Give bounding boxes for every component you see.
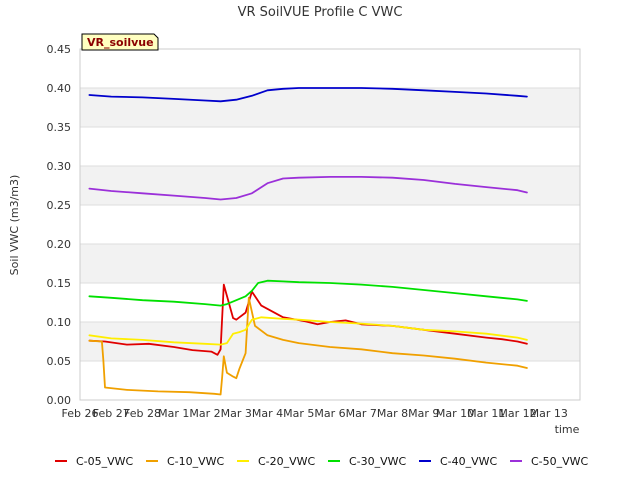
badge-box: [81, 33, 159, 51]
plot-band: [80, 283, 580, 322]
legend: C-05_VWC C-10_VWC C-20_VWC C-30_VWC C-40_VWC…: [55, 455, 589, 468]
plot-band: [80, 127, 580, 166]
y-tick-label: 0.25: [47, 199, 72, 212]
y-tick-label: 0.30: [47, 160, 72, 173]
chart-title: VR SoilVUE Profile C VWC: [238, 5, 403, 20]
badge: VR_soilvue: [81, 33, 159, 51]
y-tick-label: 0.20: [47, 238, 72, 251]
x-tick-label: Mar 1: [158, 407, 189, 420]
series-line-c-50-vwc: [88, 175, 528, 201]
plot-background: [80, 49, 580, 400]
x-tick-label: Mar 9: [408, 407, 439, 420]
legend-label: C-50_VWC: [531, 455, 589, 468]
x-axis-label: time: [555, 423, 580, 436]
x-tick-label: Mar 11: [467, 407, 505, 420]
x-tick-label: Feb 26: [62, 407, 99, 420]
x-tick-label: Mar 8: [377, 407, 408, 420]
y-tick-labels: 0.00 0.05 0.10 0.15 0.20 0.25 0.30 0.35 0.40 0.45: [47, 43, 72, 407]
legend-label: C-30_VWC: [349, 455, 407, 468]
x-tick-label: Mar 3: [221, 407, 252, 420]
y-tick-label: 0.00: [47, 394, 72, 407]
x-tick-label: Mar 4: [252, 407, 283, 420]
y-tick-label: 0.05: [47, 355, 72, 368]
x-tick-label: Mar 6: [314, 407, 345, 420]
legend-label: C-10_VWC: [167, 455, 225, 468]
y-tick-label: 0.45: [47, 43, 72, 56]
legend-label: C-20_VWC: [258, 455, 316, 468]
x-tick-label: Mar 13: [530, 407, 568, 420]
series-line-c-40-vwc: [88, 87, 528, 103]
plot-band: [80, 361, 580, 400]
x-tick-label: Mar 12: [498, 407, 536, 420]
y-tick-label: 0.35: [47, 121, 72, 134]
badge-label: VR_soilvue: [87, 36, 154, 49]
x-tick-label: Mar 5: [283, 407, 314, 420]
series-line-c-10-vwc: [88, 296, 528, 396]
plot-band: [80, 49, 580, 88]
legend-label: C-05_VWC: [76, 455, 134, 468]
y-tick-label: 0.40: [47, 82, 72, 95]
plot-band: [80, 244, 580, 283]
x-tick-label: Mar 7: [346, 407, 377, 420]
y-tick-label: 0.10: [47, 316, 72, 329]
y-axis-label: Soil VWC (m3/m3): [8, 175, 21, 276]
plot-band: [80, 166, 580, 205]
series-line-c-20-vwc: [88, 316, 528, 346]
plot-band: [80, 88, 580, 127]
x-tick-label: Feb 27: [93, 407, 130, 420]
series-line-c-30-vwc: [88, 279, 528, 307]
series-group: [88, 87, 528, 396]
legend-label: C-40_VWC: [440, 455, 498, 468]
x-tick-label: Mar 2: [189, 407, 220, 420]
plot-band: [80, 205, 580, 244]
y-tick-label: 0.15: [47, 277, 72, 290]
x-tick-label: Mar 10: [436, 407, 474, 420]
x-tick-label: Feb 28: [124, 407, 161, 420]
plot-frame: [79, 48, 581, 401]
